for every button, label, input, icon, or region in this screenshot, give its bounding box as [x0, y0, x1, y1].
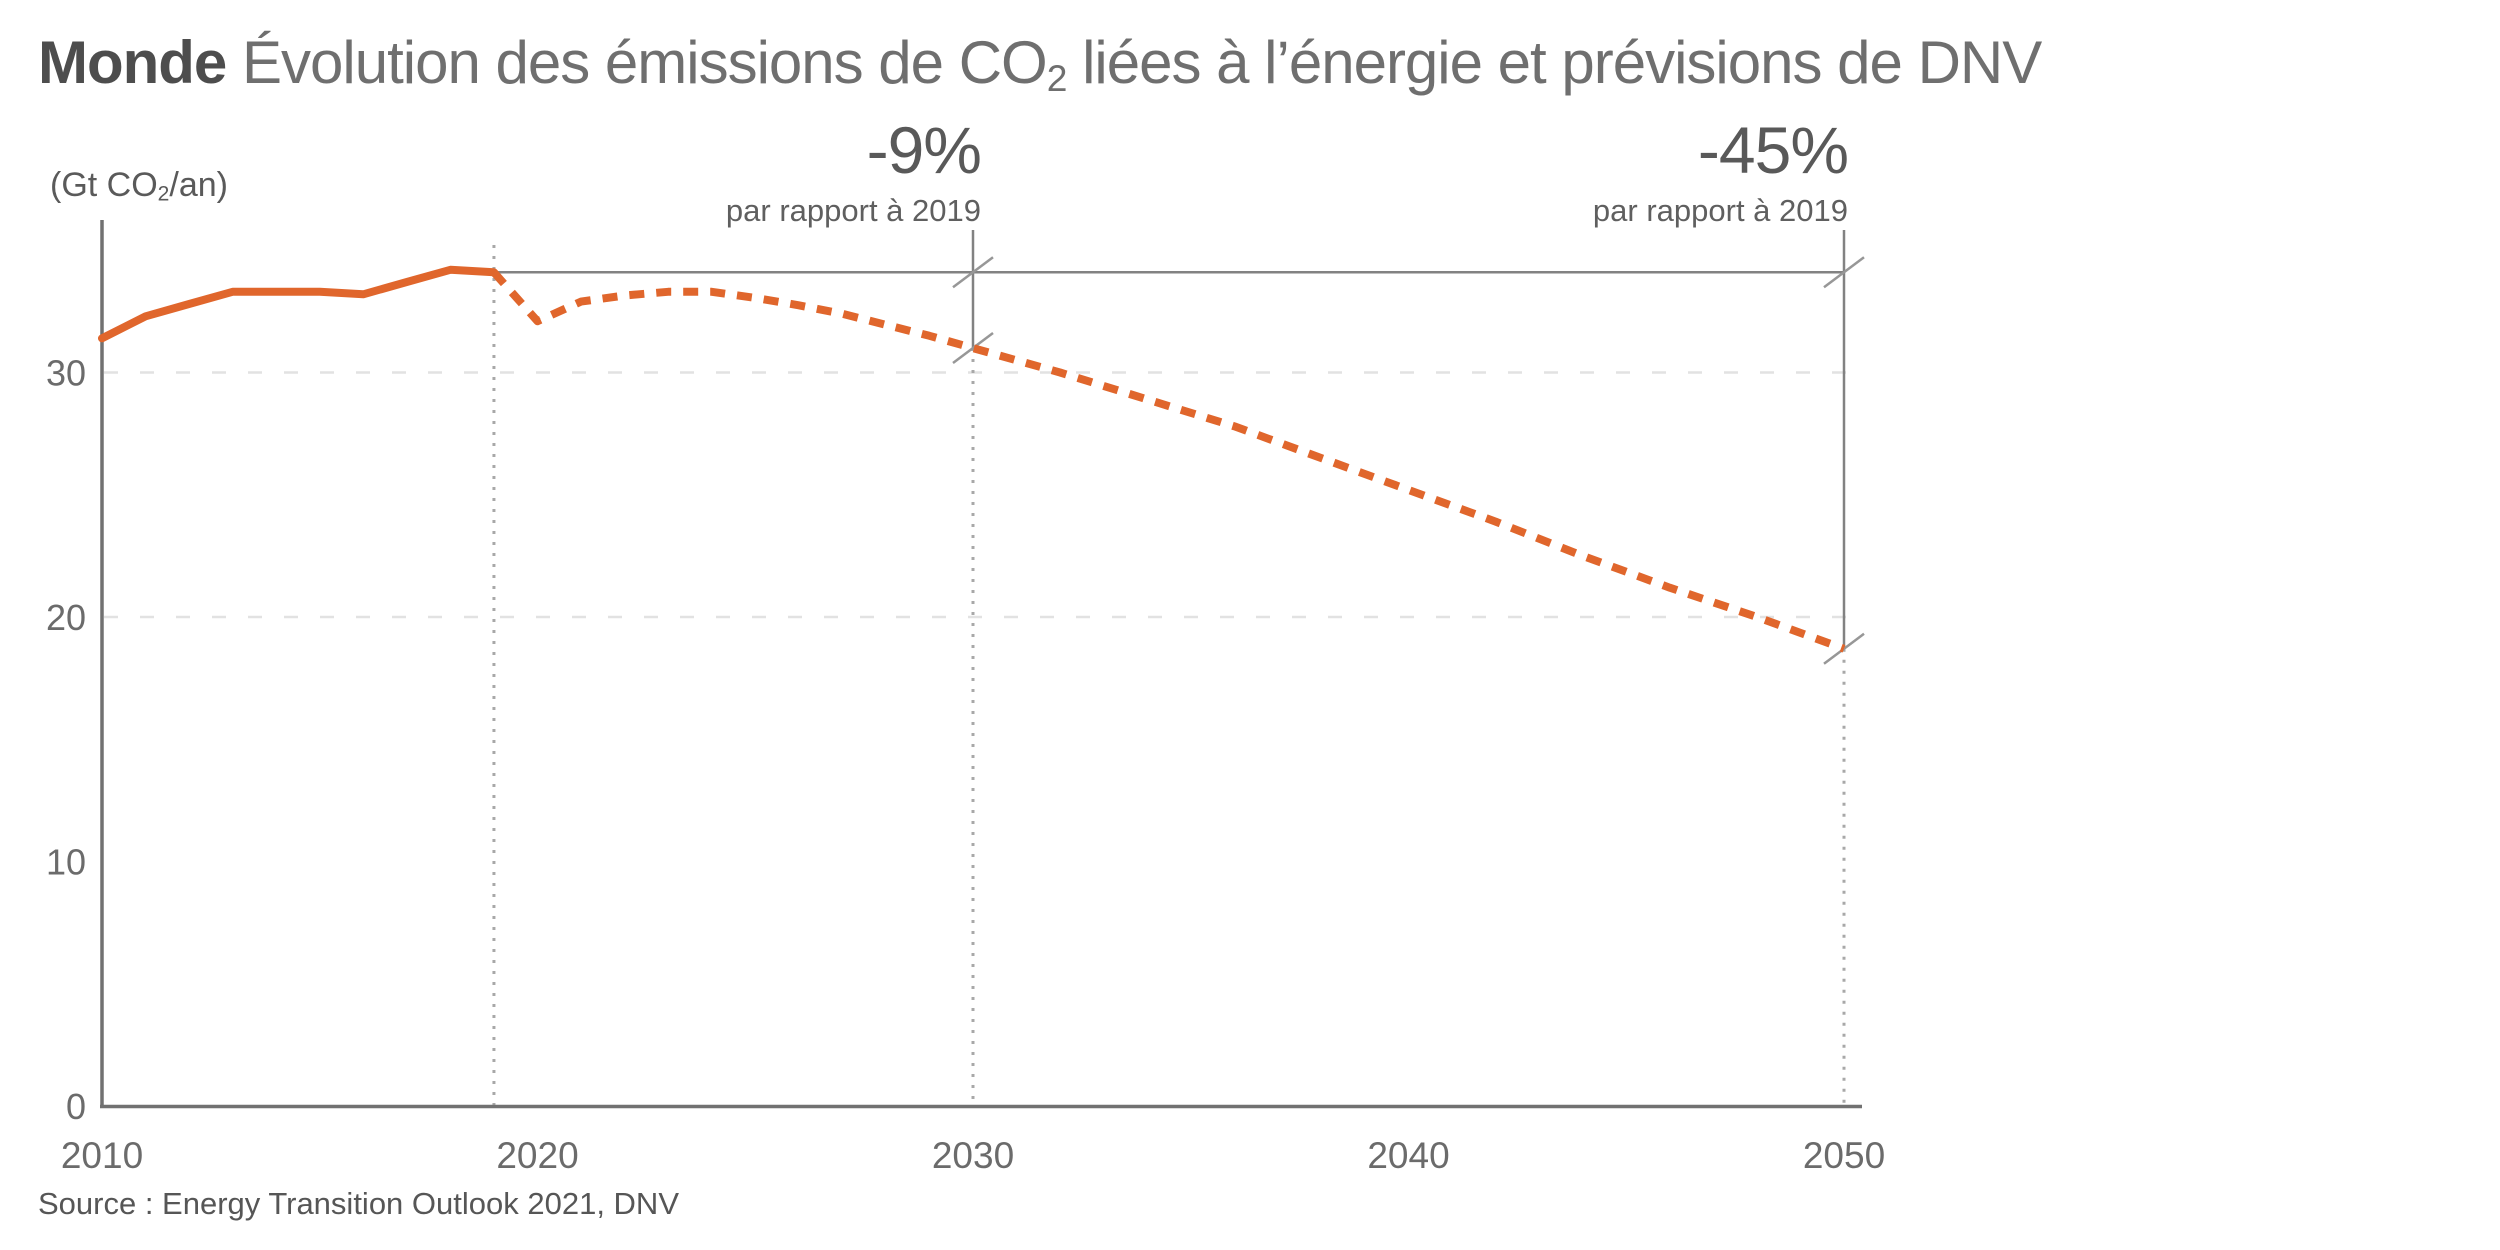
page-title: Monde Évolution des émissions de CO2 lié… [38, 28, 2042, 100]
annotation-2050-caption: par rapport à 2019 [1592, 193, 1848, 228]
axes-group [100, 220, 1862, 1109]
x-tick-label-2020: 2020 [496, 1135, 578, 1176]
y-tick-label-10: 10 [46, 842, 86, 883]
title-text: Évolution des émissions de CO2 liées à l… [241, 29, 2042, 100]
data-series-group [98, 265, 1846, 653]
series-historical [98, 265, 498, 343]
source-caption: Source : Energy Transition Outlook 2021,… [38, 1186, 679, 1221]
title-subscript: 2 [1046, 57, 1068, 100]
y-tick-label-0: 0 [66, 1086, 86, 1127]
tick-slash-2050-reference [1823, 256, 1865, 289]
annotation-2050: -45% par rapport à 2019 [1592, 113, 1849, 228]
x-tick-label-2040: 2040 [1367, 1135, 1449, 1176]
y-axis-unit-label: (Gt CO2/an) [50, 166, 228, 206]
annotation-2030-caption: par rapport à 2019 [725, 193, 981, 228]
tick-slash-2030-reference [952, 256, 994, 289]
title-region: Monde [38, 29, 227, 96]
x-tick-label-2050: 2050 [1803, 1135, 1885, 1176]
unit-subscript: 2 [157, 182, 170, 206]
x-tick-label-2030: 2030 [932, 1135, 1014, 1176]
x-tick-label-2010: 2010 [61, 1135, 143, 1176]
y-tick-label-30: 30 [46, 353, 86, 394]
series-forecast [490, 269, 1846, 653]
annotation-2050-value: -45% [1697, 113, 1849, 187]
annotation-2030-value: -9% [866, 113, 982, 187]
annotation-2030: -9% par rapport à 2019 [725, 113, 982, 228]
y-tick-label-20: 20 [46, 597, 86, 638]
gridlines-group [104, 371, 1856, 619]
reference-markers-group [492, 230, 1865, 1105]
tick-slash-2030-value [952, 332, 994, 365]
